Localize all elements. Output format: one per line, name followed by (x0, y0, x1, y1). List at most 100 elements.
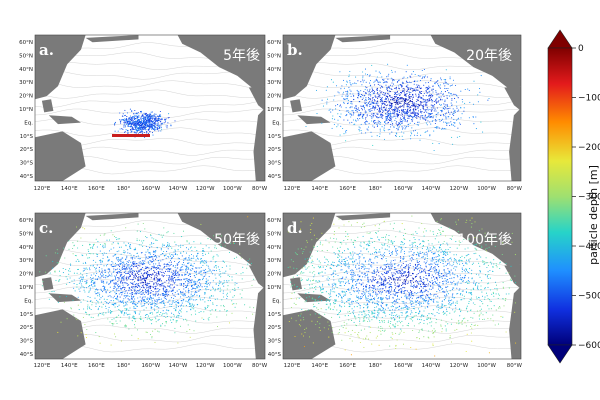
particle (210, 239, 212, 241)
particle (203, 297, 206, 299)
particle (156, 127, 158, 130)
particle (72, 247, 74, 250)
particle (135, 122, 138, 124)
particle (454, 111, 456, 114)
particle (78, 277, 80, 279)
particle (135, 118, 137, 120)
particle (150, 122, 152, 124)
particle (363, 105, 365, 107)
particle (388, 102, 390, 104)
particle (123, 121, 125, 123)
particle (181, 266, 183, 268)
particle (403, 112, 405, 114)
particle (422, 106, 424, 108)
particle (118, 278, 120, 280)
particle (130, 261, 132, 263)
particle (132, 117, 134, 119)
particle (152, 286, 154, 288)
particle (161, 128, 163, 130)
particle (97, 302, 99, 304)
particle (210, 271, 213, 273)
particle (428, 330, 430, 332)
particle (166, 250, 168, 252)
particle (456, 282, 458, 284)
particle (137, 279, 139, 281)
particle (368, 90, 371, 92)
particle (349, 80, 351, 82)
particle (445, 297, 447, 299)
particle (139, 317, 141, 319)
particle (127, 249, 129, 251)
particle (394, 96, 396, 98)
particle (147, 303, 150, 305)
particle (401, 112, 403, 114)
particle (110, 280, 112, 282)
particle (75, 260, 77, 262)
particle (56, 262, 58, 264)
particle (132, 301, 134, 303)
particle (389, 116, 391, 118)
particle (220, 289, 222, 291)
particle (122, 282, 124, 284)
particle (385, 119, 387, 121)
particle (425, 95, 427, 97)
particle (360, 96, 362, 98)
particle (457, 118, 459, 120)
particle (434, 126, 436, 129)
particle (175, 307, 177, 309)
particle (427, 92, 429, 94)
particle (362, 81, 364, 83)
particle (398, 97, 400, 99)
particle (425, 103, 427, 105)
particle (188, 303, 191, 305)
particle (139, 261, 141, 263)
particle (98, 275, 100, 277)
particle (83, 308, 85, 310)
particle (135, 274, 137, 276)
particle (142, 131, 144, 133)
particle (52, 260, 54, 262)
particle (163, 250, 165, 253)
particle (165, 321, 167, 323)
particle (195, 313, 197, 315)
particle (410, 115, 412, 117)
particle (343, 284, 346, 287)
particle (347, 119, 349, 121)
map-panel-b: b. 20年後 60°N50°N40°N30°N20°N10°NEq.10°S2… (267, 34, 523, 192)
particle (82, 286, 84, 288)
particle (57, 301, 59, 303)
particle (128, 328, 130, 330)
particle (90, 316, 92, 318)
particle (156, 265, 159, 267)
particle (147, 297, 149, 299)
particle (45, 271, 47, 273)
particle (441, 288, 443, 290)
particle (474, 303, 476, 306)
particle (409, 109, 412, 111)
particle (397, 113, 399, 115)
particle (149, 118, 151, 120)
particle (153, 284, 155, 286)
particle (147, 286, 149, 288)
particle (114, 278, 116, 280)
particle (449, 107, 451, 109)
particle (426, 124, 428, 126)
particle (486, 276, 488, 278)
particle (132, 287, 134, 289)
particle (436, 271, 438, 273)
particle (391, 106, 393, 109)
particle (125, 269, 127, 271)
particle (421, 77, 423, 80)
particle (150, 298, 152, 300)
contour-line (283, 248, 521, 258)
particle (443, 103, 445, 105)
particle (143, 119, 145, 121)
particle (126, 295, 128, 297)
particle (371, 88, 374, 90)
particle (419, 96, 421, 98)
particle (177, 342, 179, 344)
particle (119, 266, 121, 268)
lon-tick: 120°E (284, 186, 301, 192)
particle (94, 289, 97, 291)
particle (140, 293, 142, 295)
